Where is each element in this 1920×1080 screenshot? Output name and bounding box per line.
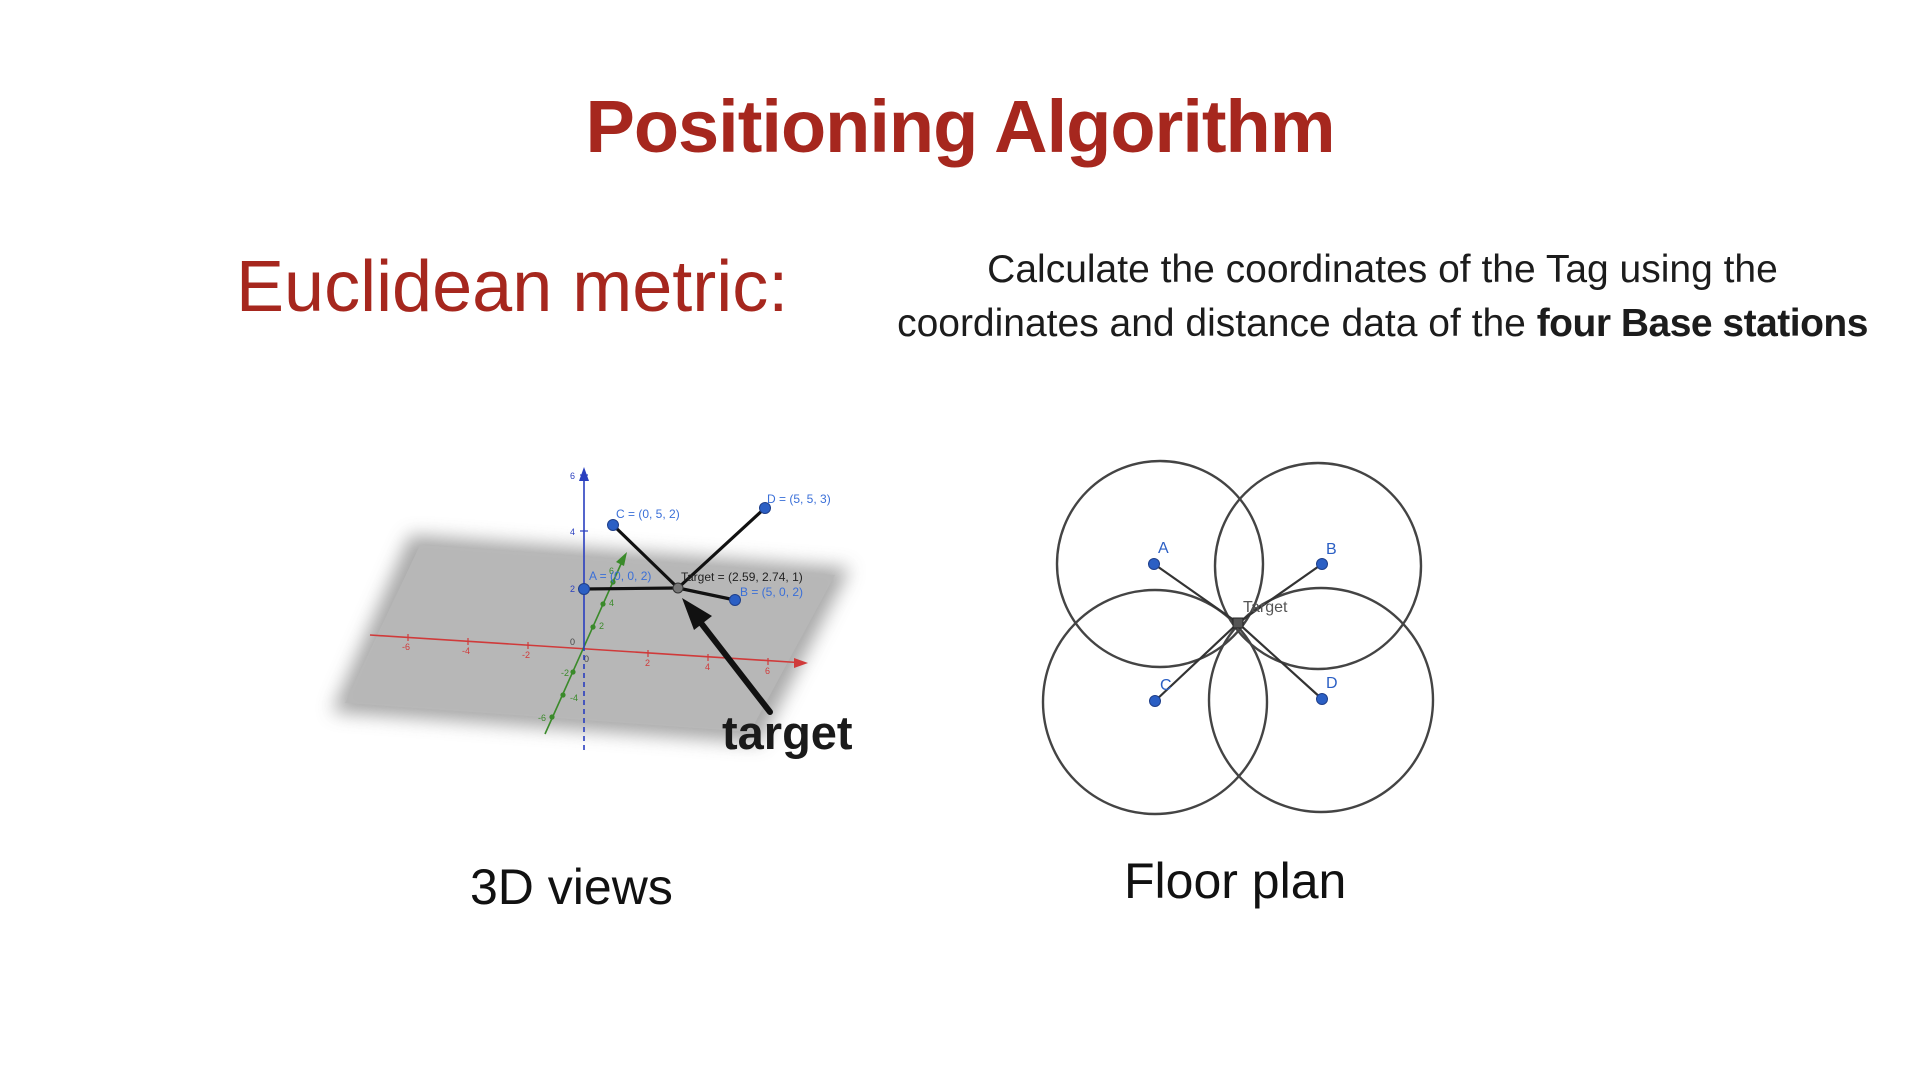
- station-links: [1153, 563, 1323, 702]
- distance-segments: [582, 506, 767, 602]
- floorplan-target-label: Target: [1243, 599, 1288, 616]
- label-target: Target = (2.59, 2.74, 1): [681, 570, 803, 584]
- z-tick-label: 6: [570, 471, 575, 481]
- metric-label: Euclidean metric:: [236, 247, 789, 327]
- target-arrow: [691, 611, 773, 715]
- description-line-1: Calculate the coordinates of the Tag usi…: [987, 248, 1778, 291]
- circle-c: [1041, 588, 1269, 816]
- station-label-d: D: [1326, 675, 1338, 692]
- station-b: [1316, 558, 1328, 570]
- target-arrow-head: [682, 598, 712, 630]
- y-axis-arrow: [616, 552, 627, 566]
- station-label-c: C: [1160, 677, 1172, 694]
- label-d: D = (5, 5, 3): [767, 492, 831, 506]
- y-tick-label: 6: [609, 566, 614, 576]
- xy-plane-core: [345, 545, 835, 732]
- z-tick-label: 2: [570, 584, 575, 594]
- x-tick-label: 6: [765, 666, 770, 676]
- y-tick-label: -2: [561, 668, 569, 678]
- caption-floor-plan: Floor plan: [1124, 853, 1347, 909]
- station-label-b: B: [1326, 541, 1337, 558]
- z-tick-label: 0: [570, 637, 575, 647]
- x-tick-label: 2: [645, 658, 650, 668]
- description-bold: four Base stations: [1536, 302, 1869, 345]
- caption-3d-views: 3D views: [470, 859, 673, 915]
- point-b: [729, 594, 741, 606]
- slide-title: Positioning Algorithm: [585, 85, 1335, 168]
- y-tick-label: -6: [538, 713, 546, 723]
- description: Calculate the coordinates of the Tag usi…: [845, 243, 1920, 351]
- x-tick-label: -2: [522, 650, 530, 660]
- description-line-2-text: coordinates and distance data of the: [897, 302, 1537, 345]
- view3d-diagram: -6 -4 -2 0 2 4 6 -6 -4 -2 2 4 6 6 4 2 0: [332, 467, 850, 750]
- description-line-2: coordinates and distance data of the fou…: [845, 297, 1920, 351]
- label-b: B = (5, 0, 2): [740, 585, 803, 599]
- point-target: [672, 582, 684, 594]
- target-marker: [1232, 617, 1244, 629]
- point-d: [759, 502, 771, 514]
- label-c: C = (0, 5, 2): [616, 507, 680, 521]
- y-axis: [544, 554, 626, 735]
- x-axis: [369, 634, 806, 664]
- station-d: [1316, 693, 1328, 705]
- y-ticks: [549, 579, 616, 720]
- x-tick-label: 4: [705, 662, 710, 672]
- target-callout: target: [722, 706, 853, 759]
- y-tick-label: 2: [599, 621, 604, 631]
- floorplan-diagram: A B C D Target: [1041, 459, 1435, 816]
- z-axis-arrow: [579, 467, 589, 481]
- station-label-a: A: [1158, 540, 1169, 557]
- circle-d: [1207, 586, 1435, 814]
- station-a: [1148, 558, 1160, 570]
- y-tick-label: 4: [609, 598, 614, 608]
- coverage-circles: [1041, 459, 1435, 816]
- point-c: [607, 519, 619, 531]
- label-a: A = (0, 0, 2): [589, 569, 651, 583]
- x-tick-label: 0: [584, 654, 589, 664]
- station-c: [1149, 695, 1161, 707]
- x-tick-label: -6: [402, 642, 410, 652]
- x-ticks: [407, 634, 769, 665]
- x-tick-label: -4: [462, 646, 470, 656]
- x-axis-arrow: [794, 658, 808, 668]
- circle-a: [1055, 459, 1265, 669]
- circle-b: [1213, 461, 1423, 671]
- z-tick-label: 4: [570, 527, 575, 537]
- point-a: [578, 583, 590, 595]
- y-tick-label: -4: [570, 693, 578, 703]
